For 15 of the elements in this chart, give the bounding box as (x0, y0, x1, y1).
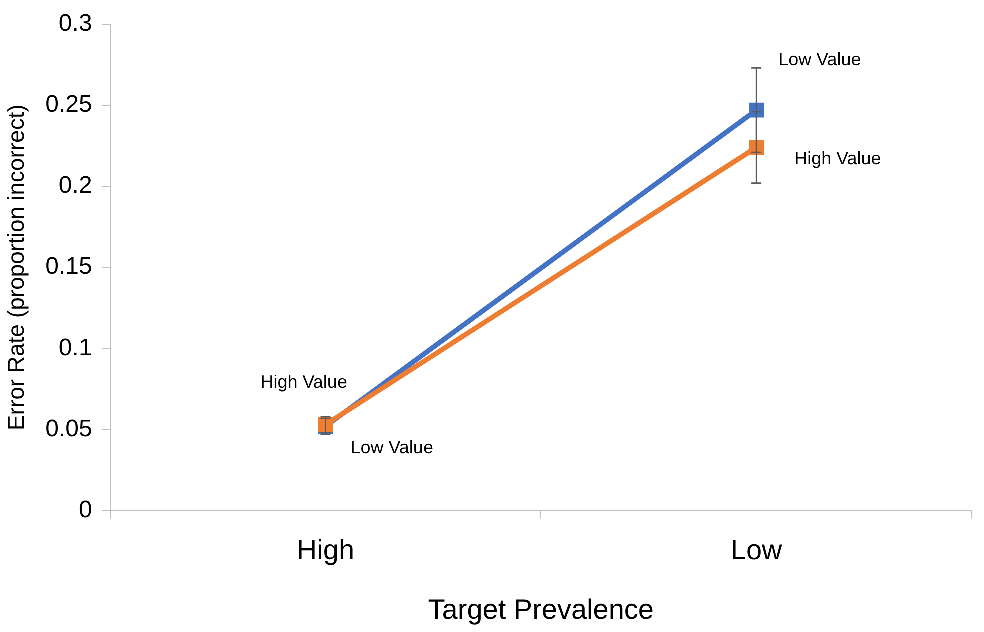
x-tick-label: Low (730, 534, 784, 566)
text: Low Value (778, 49, 862, 70)
y-tick-label: 0.05 (46, 415, 92, 442)
series-label: Low Value (350, 437, 434, 458)
series-label: High Value (260, 372, 348, 392)
text: High Value (794, 148, 882, 169)
y-tick-label: 0.25 (46, 91, 92, 118)
x-tick-label: High (296, 534, 355, 566)
y-tick-label: 0.1 (58, 334, 92, 362)
x-axis-title: Target Prevalence (428, 594, 654, 625)
y-tick-label: 0 (78, 496, 92, 524)
y-axis-title: Error Rate (proportion incorrect) (3, 104, 30, 431)
y-tick-label: 0.3 (58, 10, 92, 38)
y-tick-label: 0.15 (46, 253, 92, 280)
y-tick-label: 0.2 (58, 172, 92, 200)
